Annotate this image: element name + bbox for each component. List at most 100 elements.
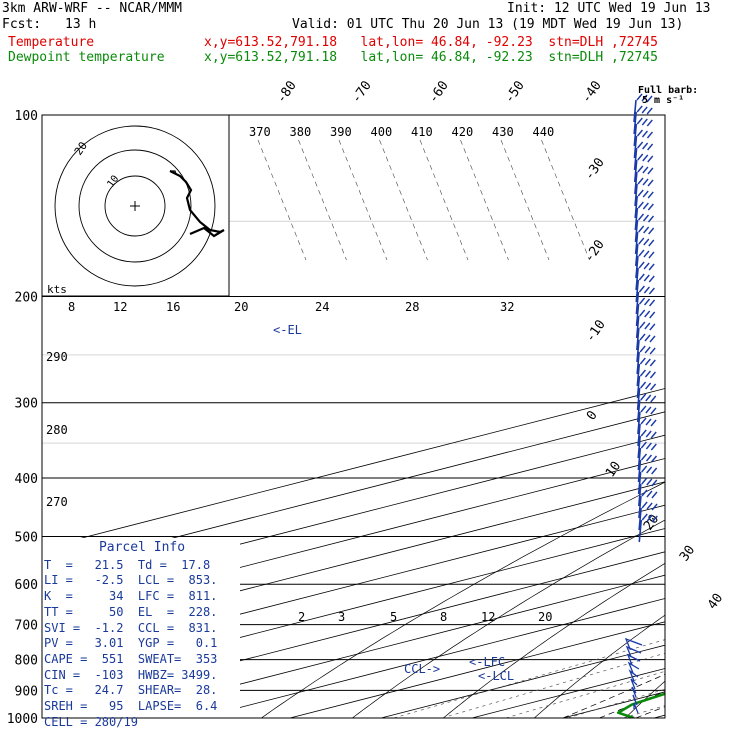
theta-e-label: 370 <box>249 125 271 139</box>
theta-label: 290 <box>46 350 68 364</box>
wind-barb-flag <box>650 419 657 427</box>
wind-barb-flag <box>640 453 648 461</box>
wind-barb-flag <box>641 94 648 102</box>
isotherm-label: -80 <box>274 78 300 106</box>
wind-barb <box>633 159 638 183</box>
wind-barb-flag <box>638 249 645 257</box>
wind-barb <box>638 519 643 543</box>
wind-barb-flag <box>643 226 650 234</box>
wind-barb <box>635 291 640 315</box>
fcst-label: Fcst: <box>2 17 42 32</box>
wind-barb <box>636 351 640 375</box>
wind-barb-flag <box>641 513 648 521</box>
wind-barb-flag <box>649 299 656 307</box>
valid-time: Valid: 01 UTC Thu 20 Jun 13 (19 MDT Wed … <box>292 17 684 32</box>
moist-adiabat-line <box>635 706 665 718</box>
wind-barb-flag <box>646 514 653 522</box>
isotherm-line <box>198 598 665 718</box>
parcel-info-row: K = 34 LFC = 811. <box>44 589 218 604</box>
pressure-tick-label: 300 <box>15 397 38 412</box>
isotherm-line <box>42 411 665 573</box>
wind-barb <box>633 135 638 159</box>
wind-barb-flag <box>647 143 654 151</box>
pressure-tick-label: 500 <box>15 530 38 545</box>
hodograph-ring-label: 20 <box>72 139 90 157</box>
wind-barb-flag <box>645 418 652 426</box>
wind-barb-flag <box>641 501 648 509</box>
hodograph-trace <box>170 170 177 175</box>
dry-adiabat-line <box>534 614 665 718</box>
wind-barb <box>633 111 637 135</box>
wind-barb <box>638 483 642 507</box>
parcel-info-background <box>42 538 240 718</box>
wind-barb-flag <box>640 417 647 425</box>
wind-barb-flag <box>638 225 645 233</box>
theta-e-label: 400 <box>371 125 393 139</box>
mixing-ratio-label: 32 <box>500 300 514 314</box>
wind-barb <box>638 507 642 531</box>
theta-e-line <box>541 139 590 261</box>
mixing-ratio-label: 2 <box>298 610 305 624</box>
wind-barb-flag <box>640 441 647 449</box>
wind-barb-flag <box>638 273 645 281</box>
wind-barb <box>635 267 639 291</box>
wind-barb <box>636 375 641 399</box>
isotherm-label: -60 <box>426 78 452 106</box>
wind-barb <box>635 315 640 339</box>
wind-barb-flag <box>647 203 654 211</box>
temperature-location: x,y=613.52,791.18 lat,lon= 46.84, -92.23… <box>204 35 658 50</box>
wind-barb-flag <box>639 333 646 341</box>
wind-barb-flag <box>642 154 649 162</box>
isotherm-label: 40 <box>705 591 726 612</box>
wind-barb-flag <box>651 479 658 487</box>
wind-barb <box>633 123 638 147</box>
hodograph-trace <box>169 170 225 238</box>
hodograph-ring <box>104 175 166 237</box>
isotherm-line <box>107 574 665 718</box>
isotherm-label: -50 <box>502 78 528 106</box>
wind-barb-flag <box>643 250 650 258</box>
kts-label: kts <box>47 283 67 296</box>
wind-barb <box>637 423 641 447</box>
dry-adiabat-line <box>443 562 665 718</box>
mixing-ratio-label: 20 <box>538 610 552 624</box>
wind-barb-flag <box>646 490 653 498</box>
wind-barb-flag <box>644 334 651 342</box>
wind-barb-flag <box>639 357 646 365</box>
model-title: 3km ARW-WRF -- NCAR/MMM <box>2 1 183 16</box>
wind-barb <box>627 661 640 674</box>
wind-barb-flag <box>637 189 644 197</box>
wind-barb-flag <box>650 443 657 451</box>
theta-e-line <box>500 139 550 261</box>
plot-border <box>41 114 666 719</box>
wind-barb-flag <box>647 155 654 163</box>
wind-barb <box>637 459 642 483</box>
wind-barb-flag <box>650 455 658 463</box>
isotherm-label: -10 <box>583 317 609 345</box>
wind-barb-flag <box>640 381 647 389</box>
parcel-info-row: SREH = 95 LAPSE= 6.4 <box>44 699 218 714</box>
wind-barb-flag <box>637 141 644 149</box>
full-barb-unit: 5 m s⁻¹ <box>642 95 684 106</box>
wind-barb-flag <box>649 311 656 319</box>
moist-adiabat-line <box>672 297 740 719</box>
wind-barb-flag <box>645 382 652 390</box>
wind-barb <box>636 363 641 387</box>
isotherm-line <box>289 621 665 718</box>
isotherm-label: 30 <box>677 543 698 564</box>
pressure-tick-label: 800 <box>15 654 38 669</box>
wind-barb-flag <box>642 178 649 186</box>
wind-barb-flag <box>651 503 658 511</box>
theta-label: 280 <box>46 423 68 437</box>
theta-e-line <box>419 139 469 261</box>
wind-barb-flag <box>643 286 650 294</box>
wind-barb <box>637 471 642 495</box>
wind-barb-flag <box>644 322 651 330</box>
wind-barb-flag <box>639 369 646 377</box>
wind-barb-flag <box>649 359 656 367</box>
wind-barb-flag <box>647 191 654 199</box>
wind-barb <box>636 399 641 423</box>
wind-barb <box>635 279 640 303</box>
wind-barb-flag <box>644 298 651 306</box>
parcel-info-row: CIN = -103 HWBZ= 3499. <box>44 667 218 682</box>
